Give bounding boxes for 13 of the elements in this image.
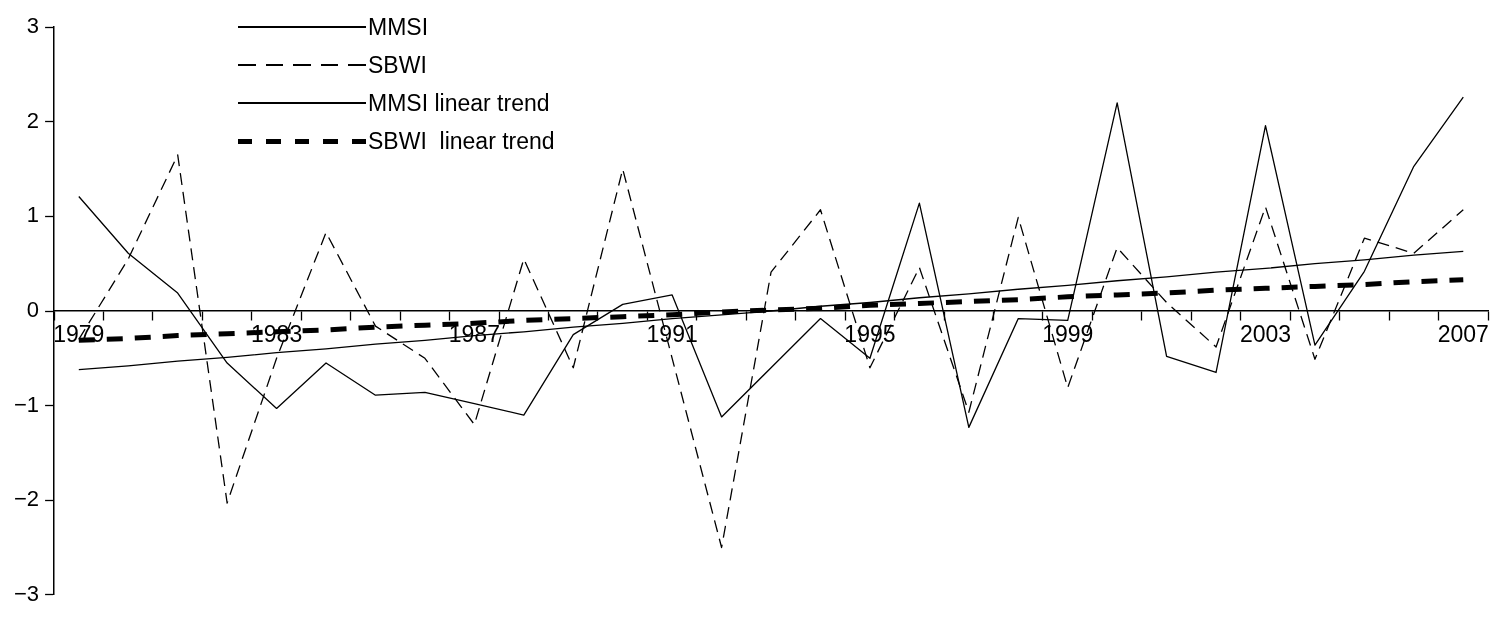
y-tick-label: −2 [13, 486, 40, 512]
y-tick-label: 3 [26, 13, 40, 39]
legend-label: SBWI linear trend [368, 127, 555, 156]
y-tick-label: 0 [26, 297, 40, 323]
x-tick-label: 2007 [1437, 321, 1489, 348]
legend-label: SBWI [368, 51, 427, 80]
y-tick-label: 1 [26, 202, 40, 228]
legend-label: MMSI linear trend [368, 89, 550, 118]
y-tick-label: −1 [13, 391, 40, 417]
y-tick-label: 2 [26, 107, 40, 133]
x-tick-label: 2003 [1239, 321, 1292, 348]
y-tick-label: −3 [13, 580, 40, 606]
legend-label: MMSI [368, 13, 429, 42]
